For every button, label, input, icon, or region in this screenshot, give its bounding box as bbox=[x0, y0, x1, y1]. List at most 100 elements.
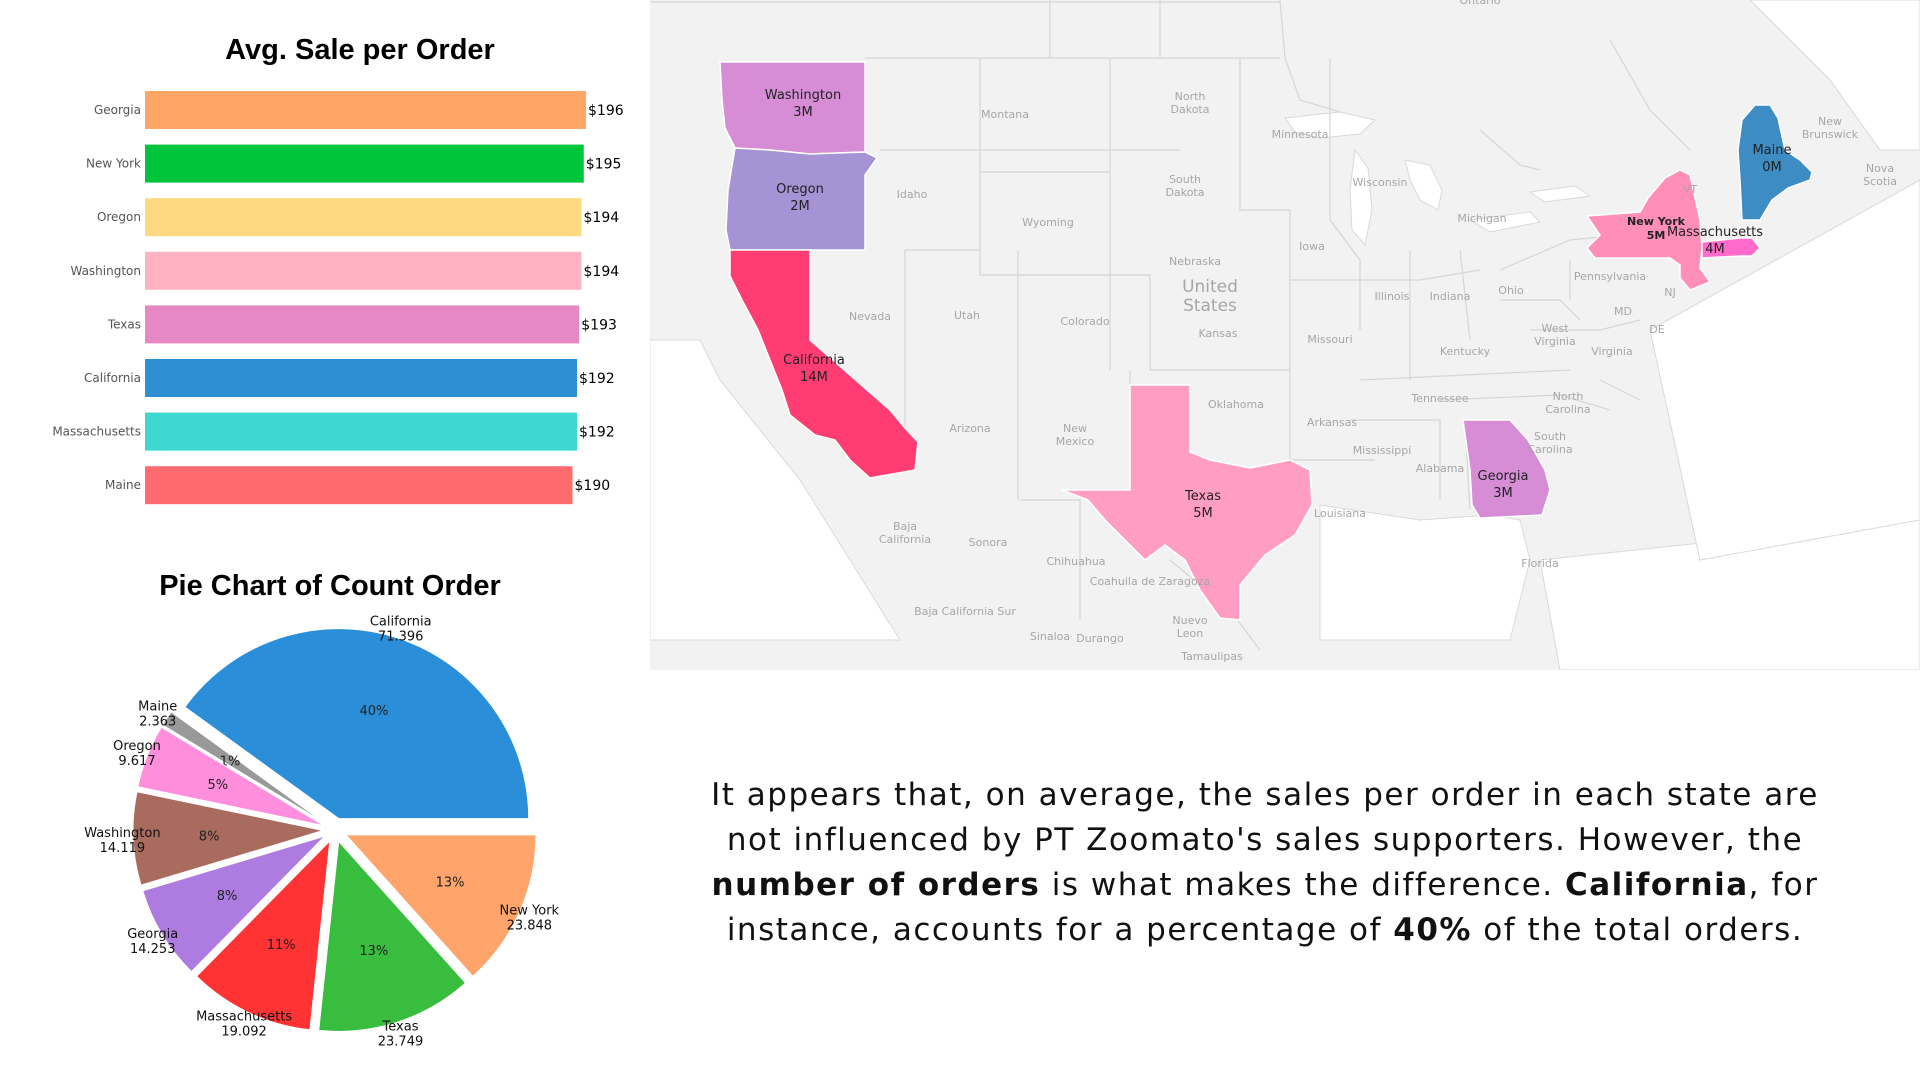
pie-pct-label: 5% bbox=[207, 778, 228, 793]
bar-category-label: Oregon bbox=[97, 210, 141, 224]
pie-outer-label: New York 23.848 bbox=[500, 904, 560, 934]
bar-value-label: $196 bbox=[588, 103, 624, 119]
pie-pct-label: 40% bbox=[359, 704, 388, 719]
bar-category-label: Georgia bbox=[94, 103, 141, 117]
map-place-label: Baja California Sur bbox=[914, 605, 1016, 618]
map-place-label: NJ bbox=[1664, 286, 1675, 299]
map-state-label-georgia: Georgia 3M bbox=[1478, 469, 1529, 501]
map-place-label: Sonora bbox=[969, 536, 1008, 549]
map-place-label: Oklahoma bbox=[1208, 398, 1264, 411]
bar-georgia[interactable] bbox=[145, 91, 586, 129]
summary-line-1: It appears that, on average, the sales p… bbox=[711, 777, 1819, 813]
state-california[interactable] bbox=[729, 249, 919, 479]
map-place-label: Nevada bbox=[849, 310, 891, 323]
map-place-label: Chihuahua bbox=[1046, 555, 1105, 568]
pie-outer-label: California 71.396 bbox=[370, 615, 432, 645]
map-place-label: DE bbox=[1649, 323, 1664, 336]
map-place-label: Baja California bbox=[879, 520, 931, 546]
pie-slice-texas[interactable] bbox=[318, 840, 467, 1032]
pie-pct-label: 13% bbox=[436, 875, 465, 890]
summary-text: It appears that, on average, the sales p… bbox=[690, 773, 1840, 953]
map-place-label: Kentucky bbox=[1440, 345, 1491, 358]
map-state-label-new-york: New York 5M bbox=[1627, 215, 1686, 242]
state-maine[interactable] bbox=[1737, 104, 1813, 221]
pie-outer-label: Massachusetts 19.092 bbox=[196, 1009, 292, 1039]
pie-slice-massachusetts[interactable] bbox=[195, 839, 331, 1031]
pie-outer-label: Washington 14.119 bbox=[84, 826, 160, 856]
bar-massachusetts[interactable] bbox=[145, 412, 577, 451]
map-place-label: Ontario bbox=[1460, 0, 1501, 7]
bar-value-label: $195 bbox=[586, 157, 622, 173]
map-place-label: MD bbox=[1614, 305, 1632, 318]
pie-slice-oregon[interactable] bbox=[137, 726, 325, 827]
map-place-label: New Brunswick bbox=[1802, 115, 1859, 141]
map-place-label: Nuevo Leon bbox=[1172, 614, 1207, 640]
map-state-label-oregon: Oregon 2M bbox=[776, 182, 824, 214]
map-place-label: Arkansas bbox=[1307, 416, 1357, 429]
summary-bold-orders: number of orders bbox=[711, 867, 1041, 903]
bar-value-label: $194 bbox=[584, 210, 620, 226]
map-place-label: Minnesota bbox=[1272, 128, 1329, 141]
map-place-label: Pennsylvania bbox=[1574, 270, 1646, 283]
state-georgia[interactable] bbox=[1462, 419, 1551, 519]
state-massachusetts[interactable] bbox=[1701, 237, 1762, 259]
bar-oregon[interactable] bbox=[145, 198, 582, 237]
map-background-labels: Ontario Montana North Dakota Minnesota New Bru… bbox=[849, 0, 1897, 663]
us-map[interactable]: Ontario Montana North Dakota Minnesota New Bru… bbox=[650, 0, 1920, 670]
bar-category-label: Texas bbox=[107, 317, 141, 331]
bar-new-york[interactable] bbox=[145, 144, 584, 183]
bar-value-label: $190 bbox=[575, 478, 611, 494]
map-place-label: United States bbox=[1182, 277, 1238, 316]
bar-washington[interactable] bbox=[145, 251, 582, 290]
map-place-label: Louisiana bbox=[1314, 507, 1366, 520]
bar-california[interactable] bbox=[145, 359, 577, 397]
map-state-label-california: California 14M bbox=[783, 353, 845, 385]
pie-slice-maine[interactable] bbox=[161, 711, 326, 824]
map-state-label-washington: Washington 3M bbox=[765, 88, 841, 120]
bar-chart: Georgia $196 New York $195 Oregon $194 Washing… bbox=[52, 91, 624, 505]
map-place-label: Indiana bbox=[1430, 290, 1471, 303]
map-place-label: Coahuila de Zaragoza bbox=[1090, 575, 1210, 588]
map-state-label-texas: Texas 5M bbox=[1184, 489, 1221, 521]
map-place-label: Illinois bbox=[1375, 290, 1410, 303]
summary-bold-percent: 40% bbox=[1393, 912, 1472, 948]
map-place-label: Montana bbox=[981, 108, 1029, 121]
summary-line-2: not influenced by PT Zoomato's sales sup… bbox=[726, 822, 1804, 858]
state-texas[interactable] bbox=[1061, 384, 1313, 621]
map-state-label-maine: Maine 0M bbox=[1752, 143, 1791, 175]
pie-slice-georgia[interactable] bbox=[142, 835, 326, 973]
bar-category-label: Maine bbox=[105, 478, 141, 492]
bar-value-label: $194 bbox=[584, 264, 620, 280]
bar-category-label: California bbox=[84, 371, 141, 385]
map-place-label: Nebraska bbox=[1169, 255, 1221, 268]
bar-chart-title: Avg. Sale per Order bbox=[225, 34, 495, 66]
map-place-label: Iowa bbox=[1299, 240, 1325, 253]
pie-pct-label: 8% bbox=[217, 889, 238, 904]
pie-slice-washington[interactable] bbox=[132, 791, 324, 886]
map-place-label: Mississippi bbox=[1353, 444, 1412, 457]
map-place-label: Wisconsin bbox=[1353, 176, 1408, 189]
pie-pct-label: 13% bbox=[359, 944, 388, 959]
bar-maine[interactable] bbox=[145, 466, 573, 505]
map-place-label: North Dakota bbox=[1171, 90, 1210, 116]
state-oregon[interactable] bbox=[725, 147, 879, 251]
map-place-label: VT bbox=[1683, 183, 1698, 196]
pie-chart-title: Pie Chart of Count Order bbox=[159, 570, 501, 602]
map-place-label: Colorado bbox=[1060, 315, 1109, 328]
map-place-label: Missouri bbox=[1307, 333, 1352, 346]
map-place-label: Nova Scotia bbox=[1863, 162, 1897, 188]
bar-texas[interactable] bbox=[145, 305, 580, 344]
map-place-label: Virginia bbox=[1591, 345, 1632, 358]
bar-value-label: $193 bbox=[581, 317, 617, 333]
map-place-label: South Dakota bbox=[1166, 173, 1205, 199]
bar-value-label: $192 bbox=[579, 425, 615, 441]
state-new-york[interactable] bbox=[1585, 169, 1712, 291]
pie-pct-label: 8% bbox=[199, 829, 220, 844]
map-place-label: Michigan bbox=[1457, 212, 1506, 225]
bar-value-label: $192 bbox=[579, 371, 615, 387]
pie-slice-california[interactable] bbox=[184, 628, 530, 820]
highlighted-states bbox=[719, 61, 1813, 621]
map-place-label: Sinaloa bbox=[1030, 630, 1070, 643]
pie-slice-new york[interactable] bbox=[344, 834, 537, 978]
map-place-label: Tennessee bbox=[1410, 392, 1469, 405]
